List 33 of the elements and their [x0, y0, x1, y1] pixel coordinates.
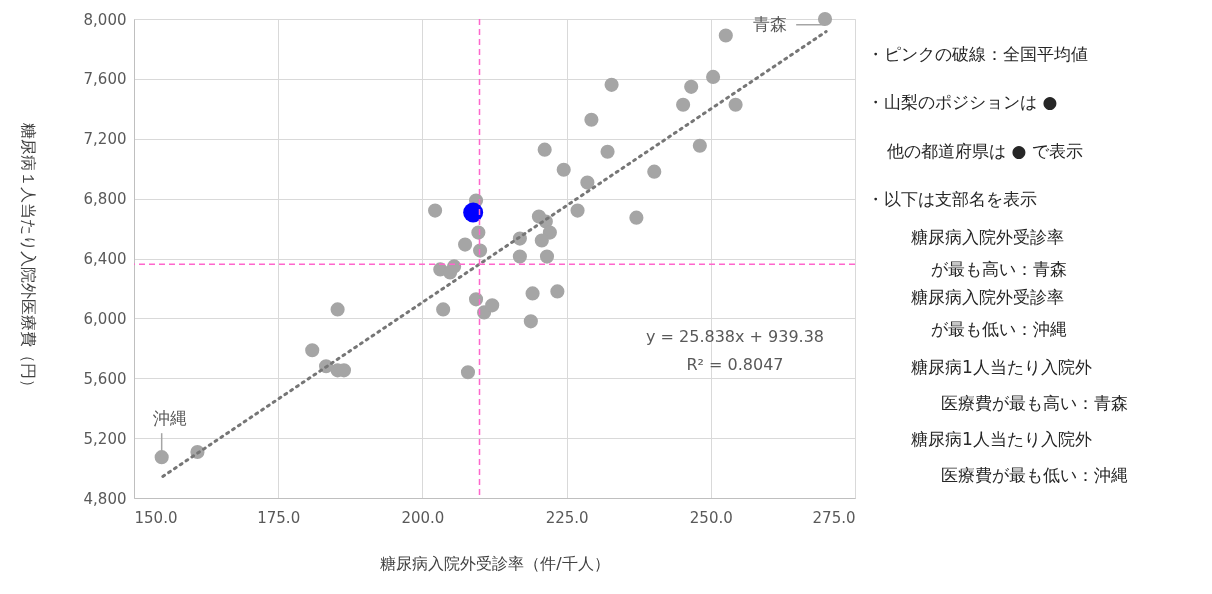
annotation: R² = 0.8047 [686, 355, 784, 374]
text: 糖尿病入院外受診率 [911, 227, 1064, 247]
text: ・以下は支部名を表示 [867, 189, 1037, 209]
x-axis-title: 糖尿病入院外受診率（件/千人） [380, 553, 610, 573]
y-tick-label: 6,000 [83, 309, 127, 328]
y-tick-label: 7,200 [83, 130, 127, 149]
x-tick-label: 250.0 [689, 508, 733, 527]
y-tick-label: 5,200 [83, 429, 127, 448]
x-tick-label: 225.0 [545, 508, 589, 527]
y-tick-label: 5,600 [83, 369, 127, 388]
text: 糖尿病1人当たり入院外 [911, 357, 1092, 377]
y-tick-label: 7,600 [83, 70, 127, 89]
annotation: 青森 [753, 14, 788, 34]
y-tick-label: 6,800 [83, 190, 127, 209]
text: 医療費が最も低い：沖縄 [941, 465, 1128, 485]
x-tick-label: 200.0 [401, 508, 445, 527]
y-tick-label: 4,800 [83, 489, 127, 508]
y-axis-title: 糖尿病１人当たり入院外医療費（円） [18, 123, 38, 395]
text: が最も低い：沖縄 [931, 319, 1067, 339]
text: 他の都道府県は ● で表示 [887, 141, 1083, 161]
text: 糖尿病入院外受診率 [911, 287, 1064, 307]
x-tick-label: 175.0 [257, 508, 301, 527]
annotation: y = 25.838x + 939.38 [645, 327, 825, 346]
text: 医療費が最も高い：青森 [941, 393, 1128, 413]
y-tick-label: 6,400 [83, 250, 127, 268]
annotation: 沖縄 [152, 408, 187, 429]
text: 糖尿病1人当たり入院外 [911, 429, 1092, 449]
text: ・ピンクの破線：全国平均値 [867, 44, 1088, 64]
y-tick-label: 8,000 [83, 10, 127, 29]
text: ・山梨のポジションは ● [867, 92, 1058, 112]
x-tick-label: 275.0 [812, 508, 856, 527]
x-tick-label: 150.0 [134, 508, 178, 527]
text: が最も高い：青森 [931, 259, 1067, 279]
